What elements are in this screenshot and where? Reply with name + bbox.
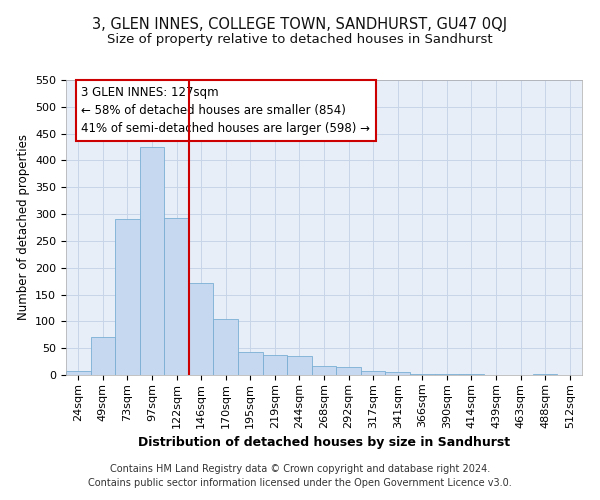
- Bar: [336, 367, 361, 375]
- Bar: [238, 352, 263, 375]
- Bar: [410, 374, 434, 375]
- Text: Size of property relative to detached houses in Sandhurst: Size of property relative to detached ho…: [107, 32, 493, 46]
- Text: 3 GLEN INNES: 127sqm
← 58% of detached houses are smaller (854)
41% of semi-deta: 3 GLEN INNES: 127sqm ← 58% of detached h…: [82, 86, 370, 135]
- Bar: [115, 220, 140, 375]
- X-axis label: Distribution of detached houses by size in Sandhurst: Distribution of detached houses by size …: [138, 436, 510, 449]
- Bar: [312, 366, 336, 375]
- Bar: [263, 354, 287, 375]
- Text: Contains HM Land Registry data © Crown copyright and database right 2024.
Contai: Contains HM Land Registry data © Crown c…: [88, 464, 512, 487]
- Bar: [533, 374, 557, 375]
- Text: 3, GLEN INNES, COLLEGE TOWN, SANDHURST, GU47 0QJ: 3, GLEN INNES, COLLEGE TOWN, SANDHURST, …: [92, 18, 508, 32]
- Bar: [66, 370, 91, 375]
- Bar: [434, 374, 459, 375]
- Bar: [361, 370, 385, 375]
- Bar: [385, 372, 410, 375]
- Bar: [214, 318, 238, 375]
- Bar: [140, 147, 164, 375]
- Bar: [164, 218, 189, 375]
- Bar: [459, 374, 484, 375]
- Y-axis label: Number of detached properties: Number of detached properties: [17, 134, 29, 320]
- Bar: [91, 338, 115, 375]
- Bar: [287, 356, 312, 375]
- Bar: [189, 282, 214, 375]
